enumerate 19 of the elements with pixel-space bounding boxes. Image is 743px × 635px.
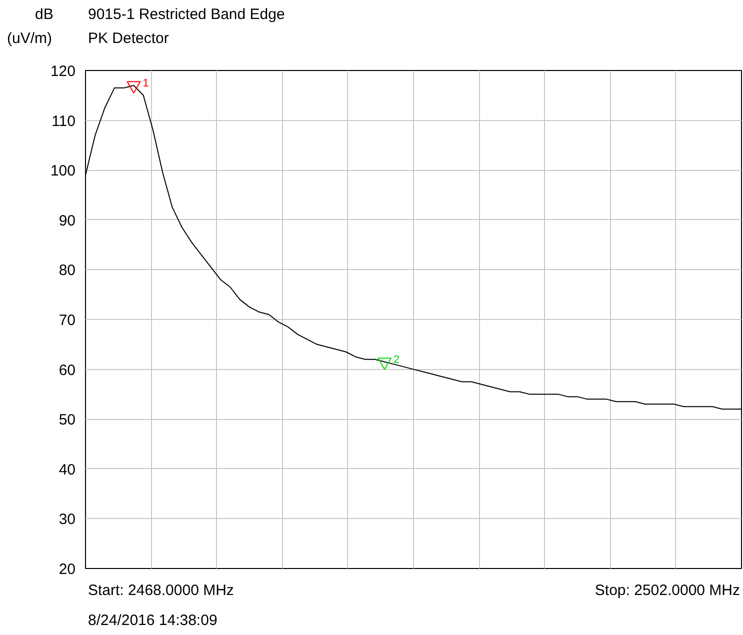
text: Stop: 2502.0000 MHz — [594, 581, 740, 601]
text: Start: 2468.0000 MHz — [88, 581, 234, 601]
y-tick-label: 50 — [58, 412, 76, 429]
y-tick-label: 110 — [52, 112, 76, 130]
series-label: 1 — [142, 77, 149, 90]
y-tick-label: 60 — [58, 362, 76, 379]
y-tick-label: 90 — [58, 212, 76, 230]
chart-title: 9015-1 Restricted Band Edge — [88, 5, 285, 25]
text: dB (uV/m) — [7, 6, 54, 47]
text: 8/24/2016 14:38:09 — [88, 611, 218, 631]
chart-subtitle: PK Detector — [88, 29, 169, 49]
y-tick-label: 120 — [50, 63, 76, 80]
y-tick-label: 70 — [58, 312, 76, 329]
y-tick-label: 100 — [50, 162, 76, 180]
y-tick-label: 40 — [58, 461, 76, 478]
y-tick-label: 20 — [58, 561, 76, 578]
y-tick-label: 30 — [58, 511, 76, 528]
series-label: 2 — [394, 354, 400, 366]
y-tick-label: 80 — [58, 262, 76, 280]
